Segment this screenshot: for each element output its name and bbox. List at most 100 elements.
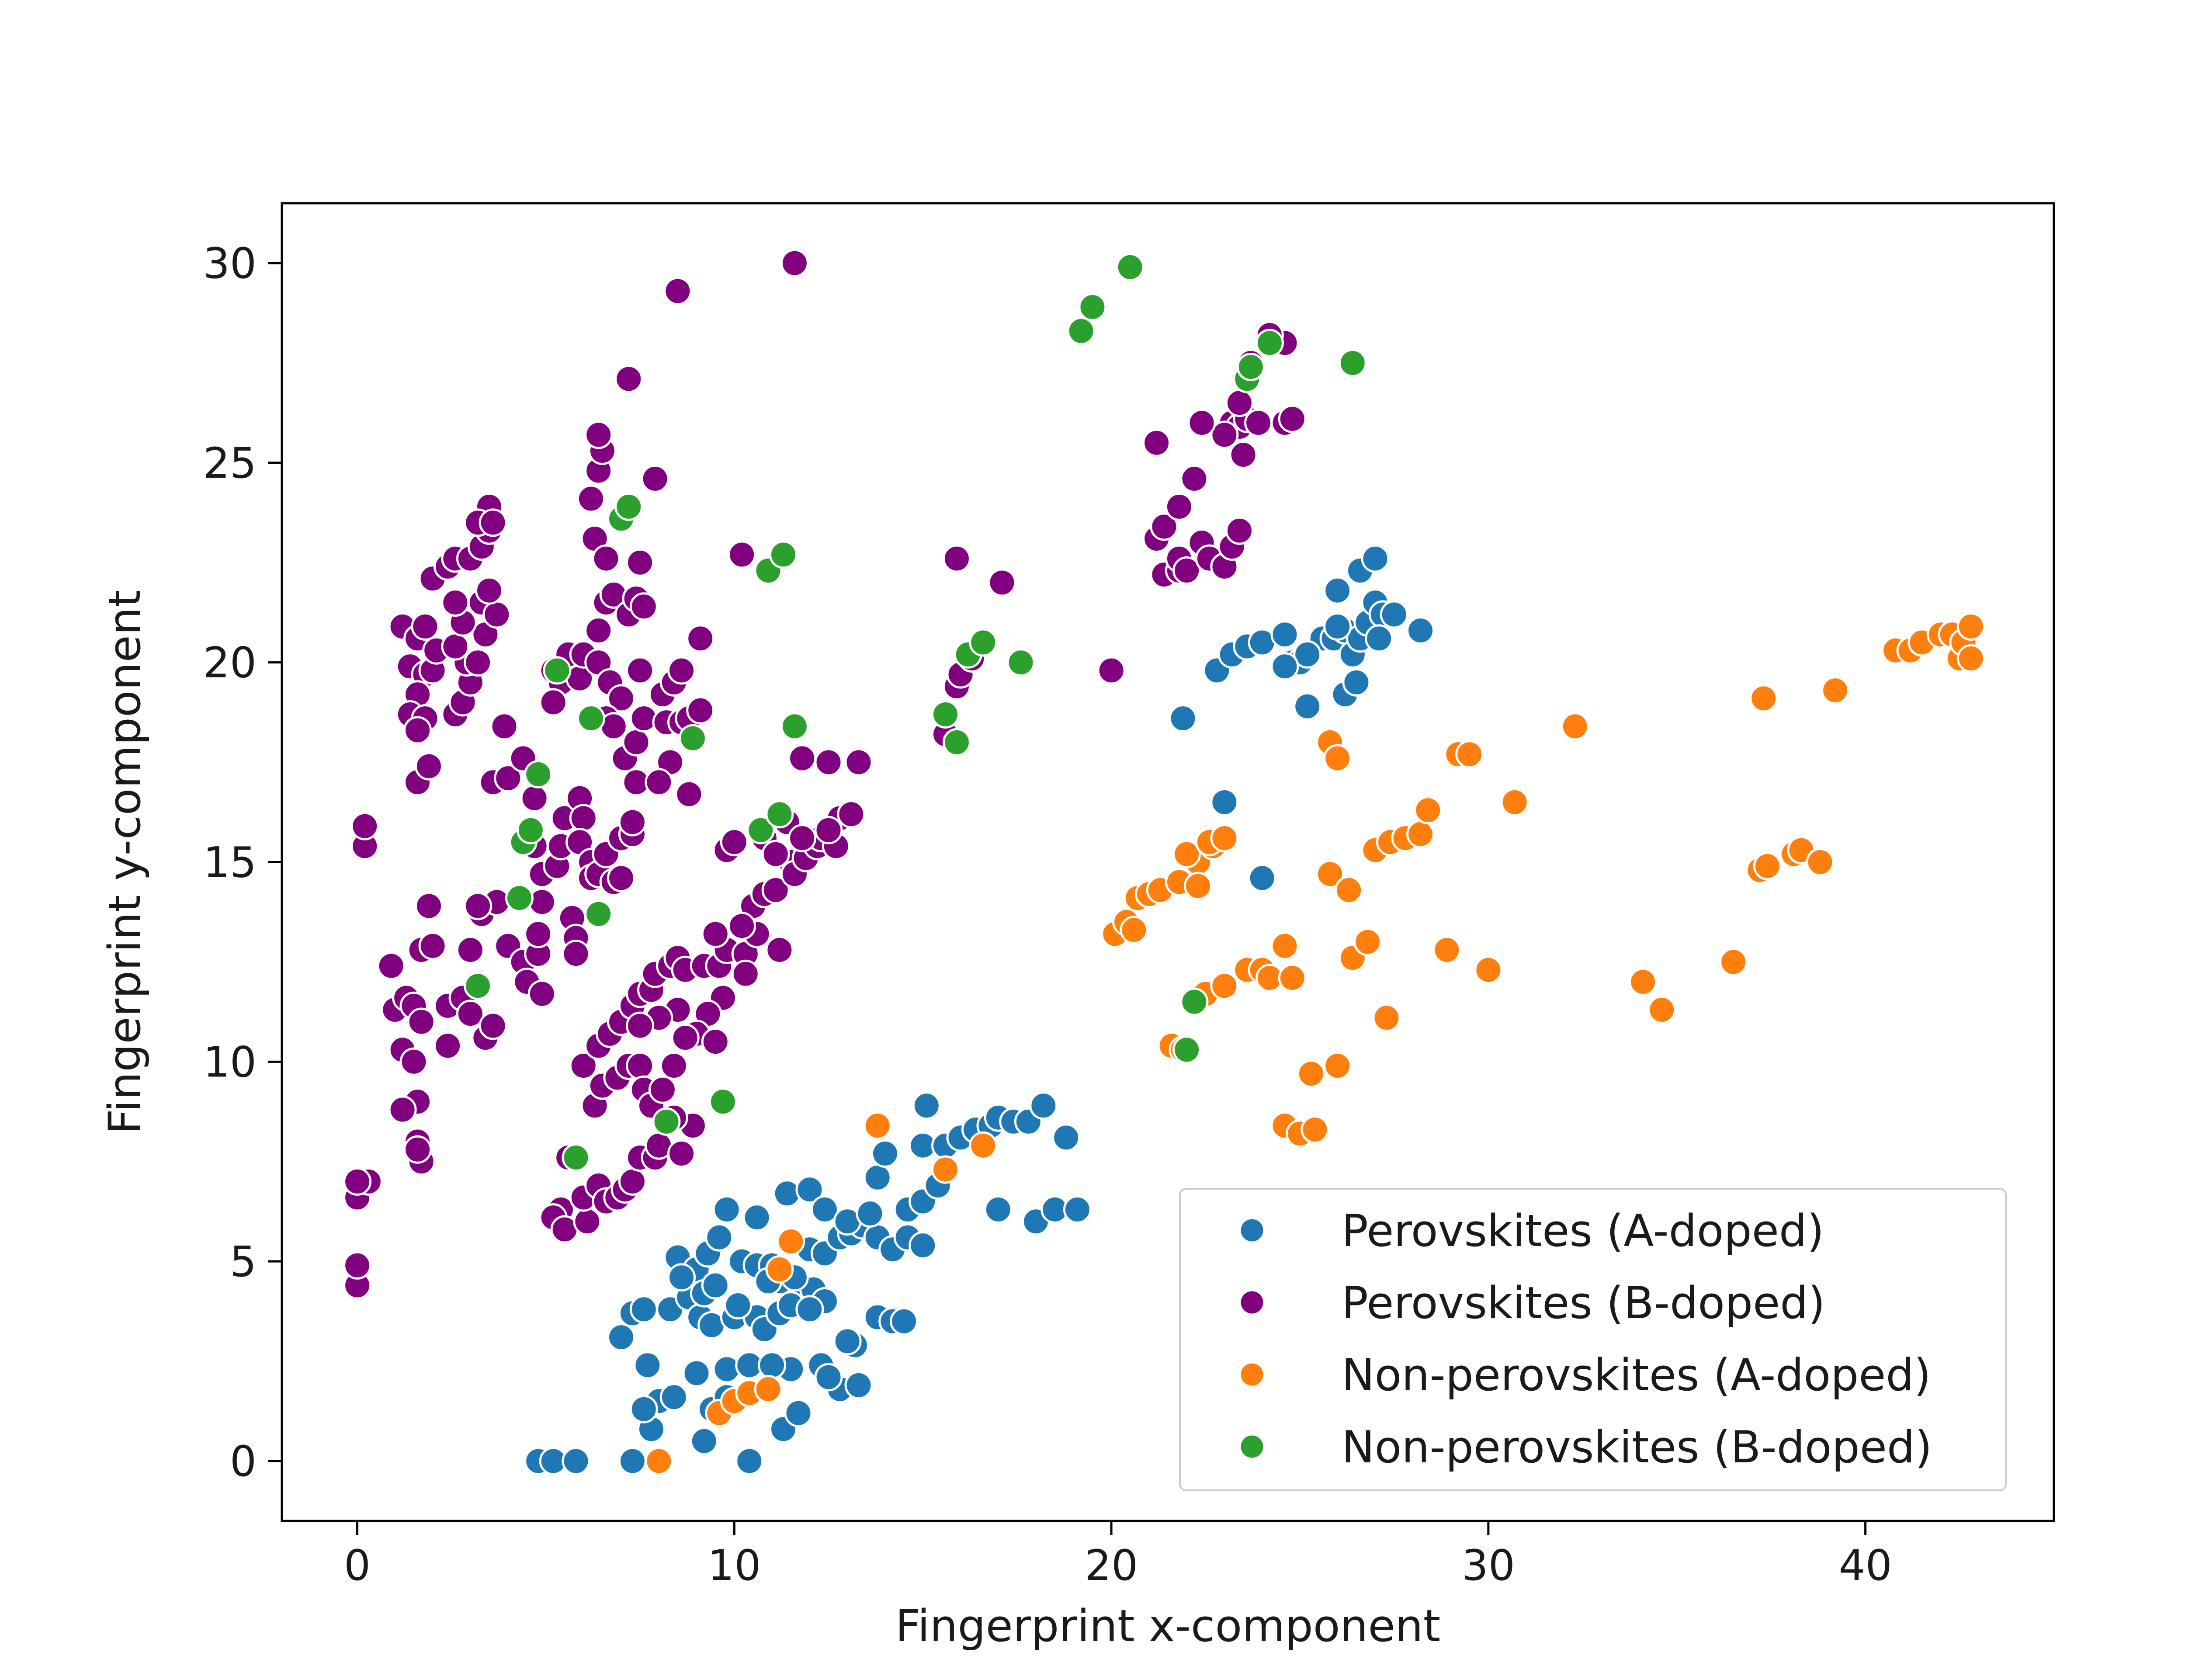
data-point [1120,916,1148,944]
data-point [1236,353,1265,382]
legend-label: Perovskites (B-doped) [1342,1277,1825,1329]
data-point [475,576,503,605]
data-point [863,1111,892,1140]
legend-marker [1238,1433,1266,1460]
data-point [1229,441,1258,469]
data-point [569,804,598,833]
data-point [641,464,669,493]
data-point [728,540,756,569]
data-point [1474,955,1503,984]
legend-box [1179,1188,2007,1491]
x-tick-label: 20 [1085,1541,1138,1590]
data-point [1063,1195,1092,1224]
data-point [1278,404,1307,433]
data-point [626,1052,655,1080]
data-point [1172,840,1201,868]
data-point [912,1091,941,1120]
data-point [543,656,572,685]
data-point [1097,656,1126,685]
data-point [479,1011,507,1040]
data-point [494,764,523,793]
data-point [464,648,492,677]
data-point [1316,860,1344,889]
data-point [1225,516,1254,545]
data-point [652,1107,681,1136]
data-point [742,1203,771,1232]
x-tick-label: 10 [708,1541,761,1590]
data-point [1629,968,1658,996]
data-point [618,1167,647,1196]
data-point [592,544,621,573]
data-point [1169,704,1197,733]
y-tick-label: 10 [203,1038,257,1086]
data-point [562,1447,590,1475]
data-point [1210,824,1239,853]
data-point [761,876,790,904]
data-point [614,492,643,521]
x-tick-label: 30 [1462,1541,1515,1590]
data-point [1150,512,1179,541]
data-point [795,1175,824,1204]
data-point [569,1052,598,1080]
data-point [1455,740,1484,769]
data-point [765,800,794,829]
x-tick-label: 0 [344,1541,371,1590]
data-point [524,760,553,788]
legend-items: Perovskites (A-doped) Perovskites (B-dope… [1238,1205,1932,1473]
data-point [1323,744,1352,773]
data-point [1335,876,1363,904]
data-point [784,1399,813,1427]
data-point [539,688,568,717]
data-point [464,972,492,1000]
data-point [562,1143,590,1172]
data-point [479,508,507,537]
data-point [1297,1059,1325,1088]
data-point [969,628,998,657]
data-point [1006,648,1035,677]
data-point [415,752,443,781]
data-point [758,1351,787,1380]
data-point [844,1371,873,1399]
data-point [1338,349,1367,377]
data-point [1244,409,1273,437]
data-point [1342,668,1371,697]
data-point [629,1295,658,1324]
data-point [701,920,730,948]
data-point [1561,712,1589,741]
data-point [629,592,658,621]
data-point [1301,1115,1329,1144]
data-point [633,1351,662,1380]
data-point [584,420,613,449]
data-point [810,1195,839,1224]
data-point [403,716,432,745]
data-point [350,812,379,840]
legend-marker [1238,1289,1266,1316]
data-point [1406,820,1435,848]
data-point [1067,316,1096,345]
series-2-points [343,249,1307,1300]
data-point [343,1167,372,1196]
data-point [746,816,775,844]
data-point [731,959,760,988]
data-point [645,1447,673,1475]
data-point [988,568,1016,597]
data-point [678,724,707,753]
legend-label: Perovskites (A-doped) [1342,1205,1824,1257]
data-point [765,1255,794,1284]
x-axis-label: Fingerprint x-component [895,1600,1441,1652]
data-point [1406,616,1435,645]
data-point [1380,600,1408,629]
data-point [863,1163,892,1192]
y-axis-ticks: 0 5 10 15 20 25 30 [203,239,282,1486]
data-point [399,1047,428,1076]
data-point [701,1271,730,1300]
data-point [1142,428,1171,457]
data-point [388,1095,417,1124]
data-point [1719,948,1748,976]
data-point [415,892,443,920]
data-point [942,544,971,573]
data-point [705,1223,734,1252]
data-point [1293,640,1322,669]
data-point [607,684,635,713]
